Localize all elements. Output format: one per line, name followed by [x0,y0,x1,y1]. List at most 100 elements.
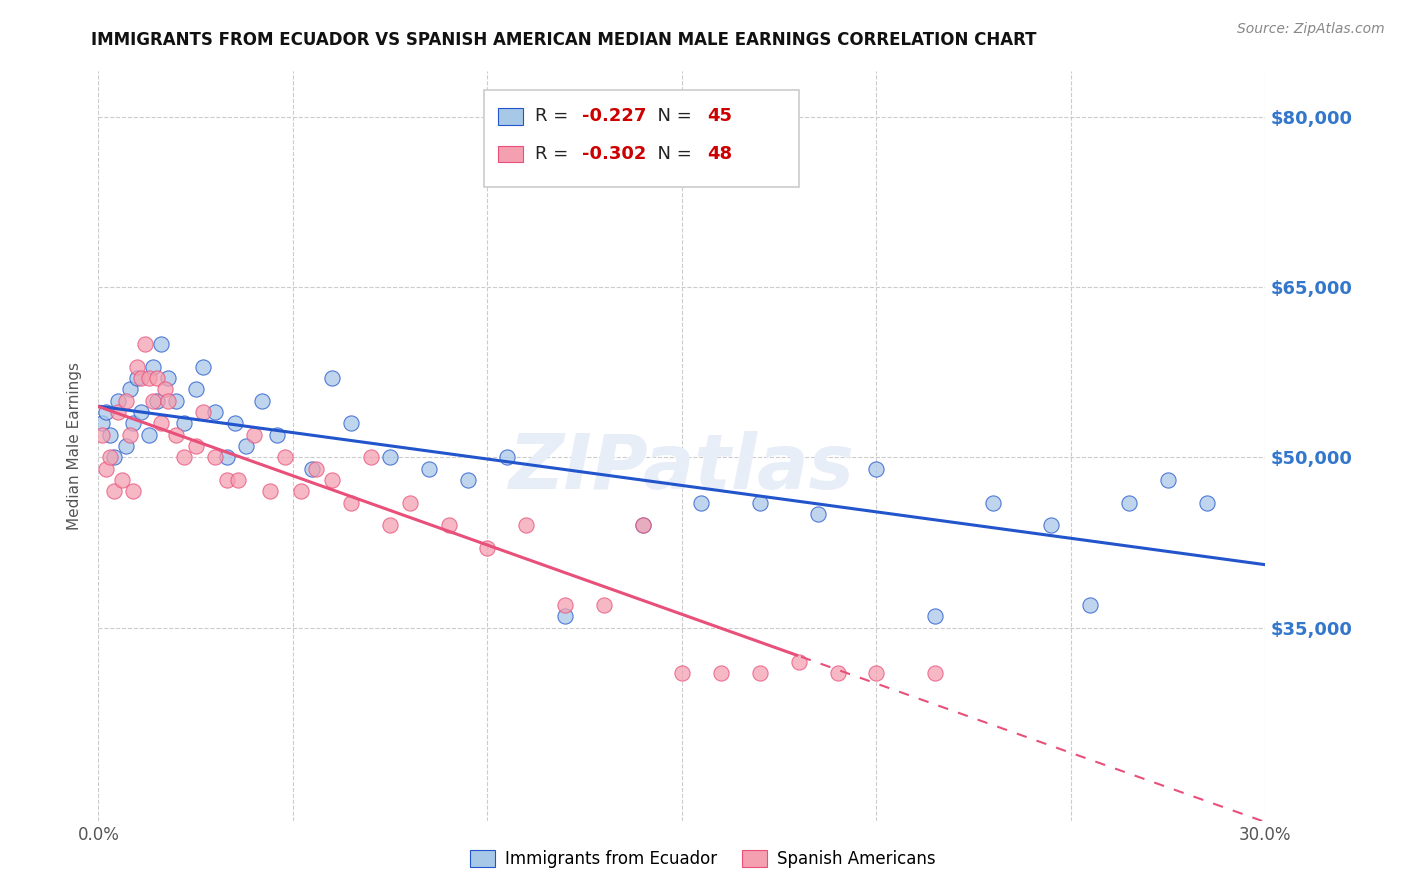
Point [215,473,238,487]
Point [398,496,420,510]
Point [103,450,125,465]
Point [129,371,152,385]
Point [127,371,149,385]
Point [204,450,226,465]
Point [418,461,440,475]
Point [142,393,165,408]
Point [193,405,215,419]
Point [134,336,156,351]
Point [321,473,343,487]
Point [111,473,134,487]
Point [129,405,152,419]
FancyBboxPatch shape [484,90,799,187]
Text: IMMIGRANTS FROM ECUADOR VS SPANISH AMERICAN MEDIAN MALE EARNINGS CORRELATION CHA: IMMIGRANTS FROM ECUADOR VS SPANISH AMERI… [91,31,1036,49]
Point [235,439,257,453]
Point [224,417,246,431]
Point [924,666,946,681]
Point [98,427,121,442]
Point [631,518,654,533]
Point [457,473,479,487]
Point [259,484,281,499]
Point [96,461,118,475]
Point [340,417,363,431]
Point [250,393,273,408]
Text: -0.227: -0.227 [582,107,645,125]
Text: 45: 45 [707,107,733,125]
Point [1195,496,1218,510]
Point [1040,518,1063,533]
Point [173,417,195,431]
Point [157,371,180,385]
Point [142,359,165,374]
Point [924,609,946,624]
Point [122,484,145,499]
Point [1080,598,1102,612]
Point [91,427,114,442]
Point [360,450,382,465]
Point [184,439,207,453]
Point [165,393,187,408]
Point [114,393,136,408]
Point [1118,496,1140,510]
Point [290,484,312,499]
Point [631,518,654,533]
Point [748,666,770,681]
Text: R =: R = [534,145,574,162]
Legend: Immigrants from Ecuador, Spanish Americans: Immigrants from Ecuador, Spanish America… [464,843,942,875]
Point [274,450,297,465]
Point [305,461,328,475]
Point [380,450,402,465]
Point [204,405,226,419]
Point [138,371,160,385]
Point [787,655,810,669]
Point [91,417,114,431]
Text: N =: N = [645,145,697,162]
Point [477,541,499,556]
Point [138,427,160,442]
Point [228,473,250,487]
Point [149,417,172,431]
Point [981,496,1004,510]
Point [107,393,129,408]
Point [593,598,616,612]
Point [496,450,519,465]
Point [380,518,402,533]
Point [122,417,145,431]
Point [865,461,887,475]
Point [149,336,172,351]
Point [153,382,176,396]
Point [301,461,323,475]
Point [554,598,576,612]
Text: Source: ZipAtlas.com: Source: ZipAtlas.com [1237,22,1385,37]
Point [127,359,149,374]
Point [165,427,187,442]
Text: N =: N = [645,107,697,125]
Bar [498,108,523,125]
Point [671,666,693,681]
Point [827,666,849,681]
Point [515,518,537,533]
Point [103,484,125,499]
Point [710,666,733,681]
Point [118,427,141,442]
Y-axis label: Median Male Earnings: Median Male Earnings [67,362,83,530]
Text: ZIPatlas: ZIPatlas [509,432,855,506]
Text: -0.302: -0.302 [582,145,645,162]
Point [437,518,460,533]
Point [193,359,215,374]
Point [340,496,363,510]
Bar [498,145,523,162]
Point [266,427,288,442]
Point [807,507,830,521]
Point [173,450,195,465]
Point [1157,473,1180,487]
Point [157,393,180,408]
Point [96,405,118,419]
Point [321,371,343,385]
Point [865,666,887,681]
Point [114,439,136,453]
Point [118,382,141,396]
Point [146,393,169,408]
Point [690,496,713,510]
Point [146,371,169,385]
